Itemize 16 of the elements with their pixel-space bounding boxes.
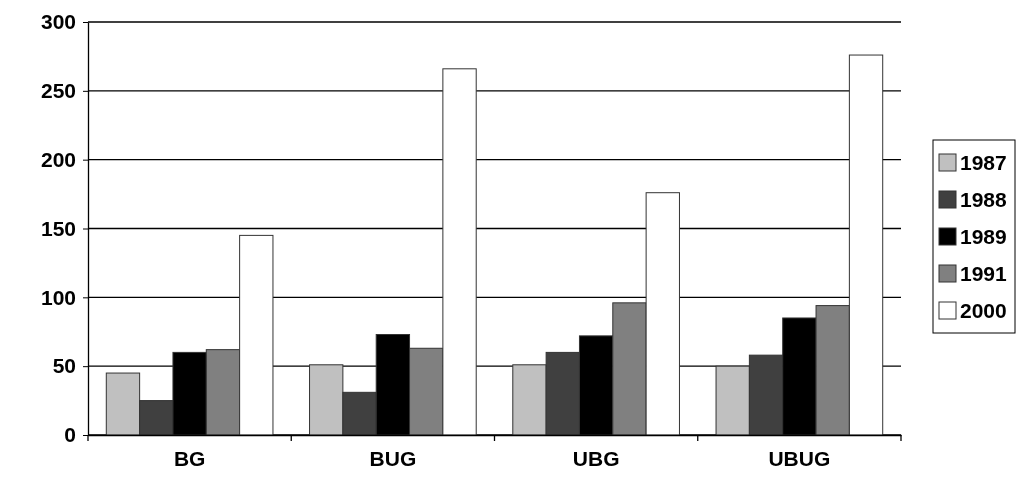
legend-label: 2000 — [960, 299, 1007, 322]
y-tick-label: 200 — [40, 147, 76, 171]
legend-label: 1987 — [960, 151, 1007, 174]
x-tick-label: BUG — [369, 447, 417, 470]
y-tick-label: 250 — [40, 79, 76, 103]
y-tick-label: 0 — [64, 423, 76, 447]
x-tick-label: UBUG — [768, 447, 831, 470]
x-tick-label: BG — [173, 447, 206, 470]
x-tick-label: UBG — [572, 447, 620, 470]
legend-label: 1991 — [960, 262, 1008, 285]
y-tick-label: 50 — [52, 354, 76, 378]
y-tick-label: 100 — [40, 285, 76, 309]
y-tick-label: 300 — [40, 10, 76, 34]
y-tick-label: 150 — [40, 216, 76, 240]
legend-label: 1989 — [960, 225, 1007, 248]
legend-label: 1988 — [960, 188, 1008, 211]
